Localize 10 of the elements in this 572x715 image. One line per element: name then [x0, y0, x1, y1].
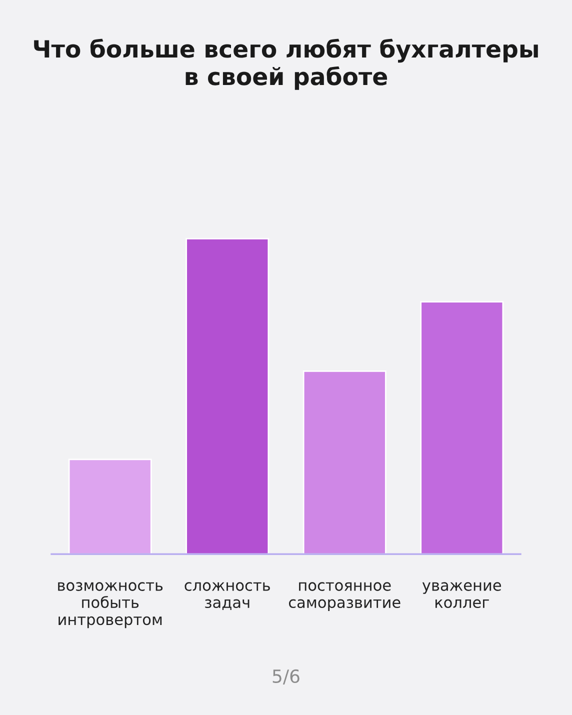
x-tick-label: возможность побыть интровертом [58, 582, 163, 628]
x-tick-label: постоянное саморазвитие [288, 582, 400, 612]
text: 5/6 [272, 669, 300, 684]
bar [186, 238, 270, 554]
x-tick-label: уважение коллег [422, 582, 502, 608]
bar [68, 458, 152, 554]
bar [420, 301, 504, 554]
x-tick-label: сложность задач [184, 582, 270, 610]
chart-title: Что больше всего любят бухгалтеры в своей работе [34, 38, 538, 90]
bar [302, 370, 386, 554]
